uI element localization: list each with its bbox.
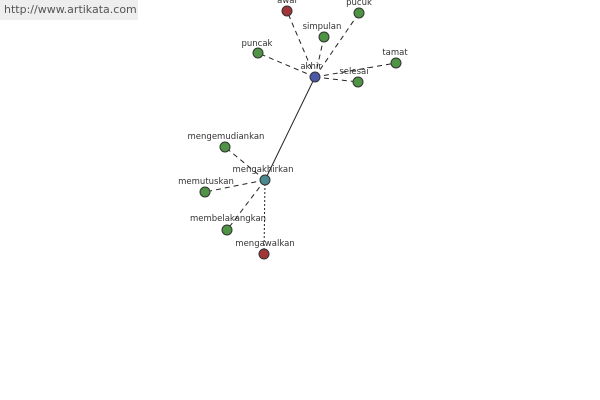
edge — [314, 36, 325, 78]
edge — [314, 62, 397, 78]
node[interactable] — [390, 57, 402, 69]
edge — [224, 146, 266, 181]
node[interactable] — [281, 5, 293, 17]
edge — [204, 179, 266, 193]
node[interactable] — [353, 7, 365, 19]
node-label: mengawalkan — [235, 239, 294, 249]
nodes: awal pucuk simpulan puncak tamat akhir s… — [178, 0, 408, 260]
node-label: simpulan — [303, 22, 342, 32]
node[interactable] — [258, 248, 270, 260]
node[interactable] — [199, 186, 211, 198]
edge — [286, 10, 316, 78]
site-link[interactable]: http://www.artikata.com — [0, 0, 138, 20]
edges — [204, 10, 397, 255]
node[interactable] — [259, 174, 271, 186]
node[interactable] — [318, 31, 330, 43]
edge — [226, 179, 266, 231]
node[interactable] — [309, 71, 321, 83]
node[interactable] — [252, 47, 264, 59]
node[interactable] — [219, 141, 231, 153]
edge — [314, 12, 360, 78]
node-label: selesai — [339, 67, 368, 77]
node-label: puncak — [242, 39, 273, 49]
edge — [257, 52, 316, 78]
node-label: tamat — [382, 48, 408, 58]
node-label: membelakangkan — [190, 214, 266, 224]
node-label: akhir — [300, 62, 322, 72]
node[interactable] — [352, 76, 364, 88]
node-label: awal — [277, 0, 297, 6]
edge — [264, 76, 316, 181]
node-label: pucuk — [346, 0, 372, 8]
node-label: mengakhirkan — [232, 165, 293, 175]
node-label: memutuskan — [178, 177, 234, 187]
node-label: mengemudiankan — [188, 132, 265, 142]
edge — [314, 76, 359, 83]
edge — [263, 179, 266, 255]
node[interactable] — [221, 224, 233, 236]
